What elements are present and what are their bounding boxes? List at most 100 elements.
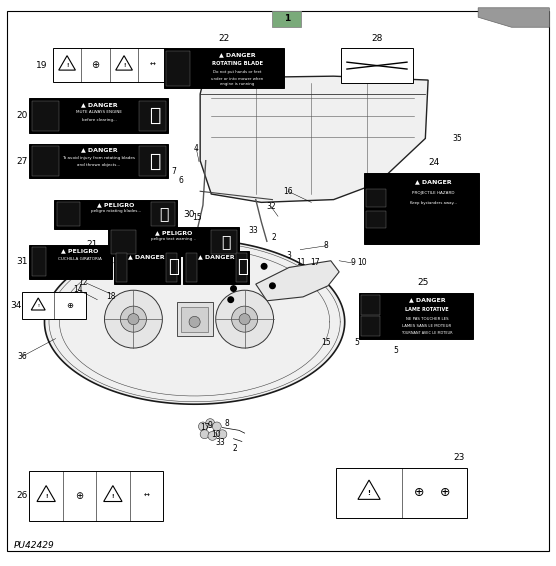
Text: 33: 33 [249,226,259,235]
Text: 🏃: 🏃 [221,234,231,250]
Text: 🏃: 🏃 [148,152,160,171]
Circle shape [225,272,231,277]
Text: 35: 35 [452,134,462,143]
Text: LAME ROTATIVE: LAME ROTATIVE [405,307,449,312]
FancyBboxPatch shape [32,146,59,176]
Circle shape [200,430,209,439]
Text: ⊕: ⊕ [76,491,83,501]
FancyBboxPatch shape [361,295,380,315]
FancyBboxPatch shape [166,50,190,86]
FancyBboxPatch shape [114,251,180,284]
Text: MUTE ALWAYS ENGINE: MUTE ALWAYS ENGINE [76,110,122,114]
Text: 34: 34 [10,301,21,310]
FancyBboxPatch shape [108,228,239,256]
Text: 8: 8 [324,241,329,250]
Text: 14: 14 [73,285,83,294]
Text: 22: 22 [218,34,230,43]
Circle shape [212,422,221,431]
Text: 26: 26 [17,491,28,500]
Text: ⊕: ⊕ [92,60,100,70]
Polygon shape [31,298,45,310]
Text: NE PAS TOUCHER LES: NE PAS TOUCHER LES [406,316,448,320]
Text: 17: 17 [200,423,210,432]
Text: ▲ PELIGRO: ▲ PELIGRO [61,248,98,254]
Text: and thrown objects...: and thrown objects... [77,164,121,168]
Text: 4: 4 [194,144,198,153]
FancyBboxPatch shape [336,468,467,518]
Text: !: ! [45,494,47,499]
Polygon shape [37,486,55,501]
FancyBboxPatch shape [364,173,479,244]
FancyBboxPatch shape [116,253,127,282]
FancyBboxPatch shape [361,316,380,336]
Text: peligro text warning...: peligro text warning... [151,237,196,241]
FancyBboxPatch shape [211,230,237,254]
FancyBboxPatch shape [164,48,284,88]
Text: engine is running: engine is running [220,83,255,87]
Text: 31: 31 [17,258,28,267]
Text: To avoid injury from rotating blades: To avoid injury from rotating blades [62,156,136,160]
Text: 2: 2 [233,444,237,453]
Text: 12: 12 [78,278,88,287]
Text: 9: 9 [207,422,212,430]
FancyBboxPatch shape [359,293,473,338]
Polygon shape [256,261,339,301]
Text: !: ! [66,63,68,68]
Text: ↔: ↔ [150,62,156,68]
FancyBboxPatch shape [29,471,163,521]
Text: 24: 24 [428,158,439,168]
FancyBboxPatch shape [29,144,168,178]
Text: PROJECTILE HAZARD: PROJECTILE HAZARD [412,191,454,195]
FancyBboxPatch shape [22,293,86,319]
Text: 6: 6 [179,175,183,185]
FancyBboxPatch shape [54,200,177,229]
Text: ▲ DANGER: ▲ DANGER [81,102,117,107]
Circle shape [206,419,215,427]
Text: 1: 1 [284,14,290,23]
FancyBboxPatch shape [166,253,177,282]
FancyBboxPatch shape [272,11,301,27]
FancyBboxPatch shape [29,245,112,278]
Text: 3: 3 [287,251,291,260]
Polygon shape [478,8,549,27]
FancyBboxPatch shape [32,101,59,131]
Text: ▲ DANGER: ▲ DANGER [409,297,445,302]
Text: CUCHILLA GIRATORIA: CUCHILLA GIRATORIA [58,256,102,260]
Circle shape [105,290,162,348]
Text: 13: 13 [190,239,200,248]
Text: ▲ DANGER: ▲ DANGER [415,179,451,184]
FancyBboxPatch shape [177,302,213,336]
Polygon shape [116,55,132,70]
Text: 19: 19 [36,61,47,70]
Circle shape [239,314,250,325]
Circle shape [121,306,146,332]
Text: 36: 36 [17,352,27,361]
Circle shape [189,316,200,328]
Polygon shape [103,486,122,501]
Text: ▲ PELIGRO: ▲ PELIGRO [155,230,192,235]
Text: ⊕: ⊕ [67,301,74,310]
Text: ⊕: ⊕ [414,486,424,499]
Text: 15: 15 [192,213,202,222]
Text: 16: 16 [283,187,293,196]
Text: 5: 5 [394,346,398,355]
Text: 10: 10 [211,430,221,439]
Circle shape [232,306,257,332]
FancyBboxPatch shape [53,48,167,82]
Circle shape [208,431,217,440]
Text: 28: 28 [371,34,383,43]
Text: under or into mower when: under or into mower when [211,77,264,81]
FancyBboxPatch shape [366,189,386,207]
Polygon shape [44,239,345,404]
Text: 21: 21 [86,239,97,248]
FancyBboxPatch shape [181,307,208,332]
FancyBboxPatch shape [139,101,166,131]
FancyBboxPatch shape [139,146,166,176]
FancyBboxPatch shape [186,253,197,282]
Circle shape [231,286,236,291]
FancyBboxPatch shape [7,11,549,551]
Text: before clearing...: before clearing... [82,118,116,122]
Circle shape [270,283,275,289]
Text: ▲ DANGER: ▲ DANGER [198,254,235,259]
FancyBboxPatch shape [183,251,249,284]
